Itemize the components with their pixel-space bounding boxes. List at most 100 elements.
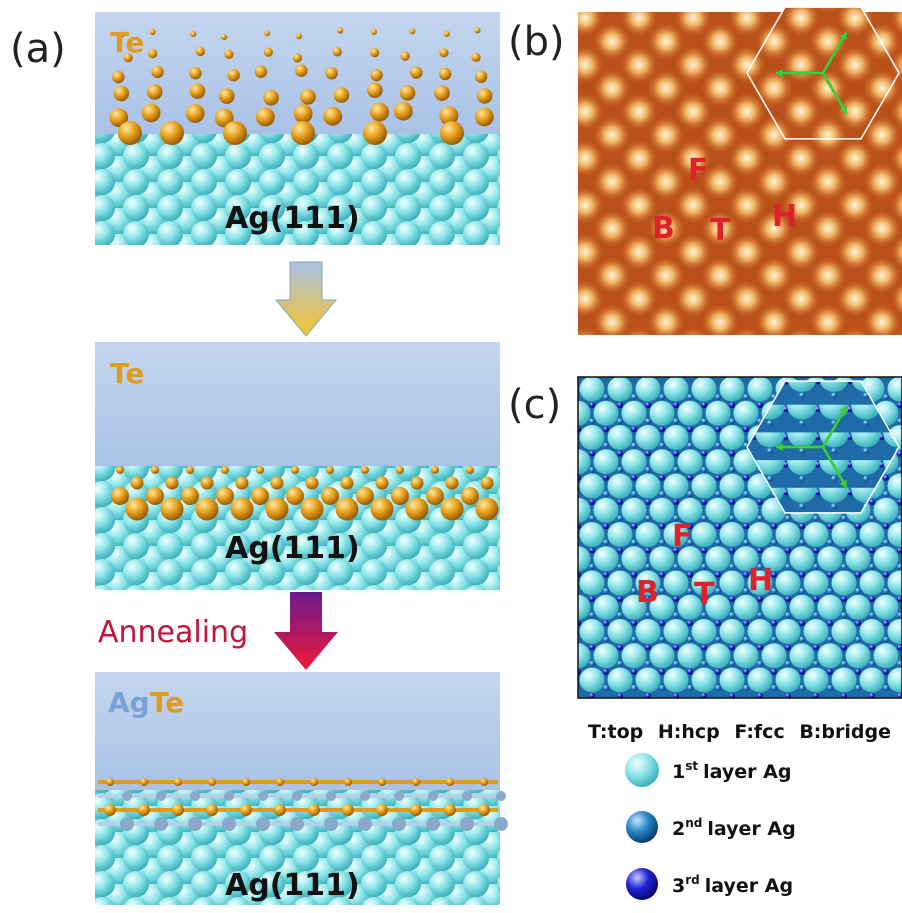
layer3-atom xyxy=(883,668,889,675)
layer1-atom xyxy=(789,643,815,669)
te-atom xyxy=(224,49,234,60)
layer2-atom xyxy=(897,563,902,570)
layer3-atom xyxy=(757,547,763,554)
layer2-atom xyxy=(743,685,749,691)
layer2-atom xyxy=(715,588,721,594)
layer-number: 3 xyxy=(672,875,685,897)
layer2-atom xyxy=(659,491,665,497)
layer3-atom xyxy=(589,450,595,457)
layer1-atom xyxy=(663,522,689,547)
layer3-atom xyxy=(743,426,749,433)
layer2-atom xyxy=(701,660,707,667)
atom xyxy=(378,778,386,786)
layer1-atom xyxy=(635,473,661,499)
layer1-atom xyxy=(579,473,605,499)
layer-text: layer Ag xyxy=(705,875,793,897)
layer1-atom xyxy=(719,473,745,499)
layer2-atom xyxy=(729,515,735,522)
layer3-atom xyxy=(673,547,679,554)
layer-suffix: nd xyxy=(685,816,702,830)
layer1-atom xyxy=(649,497,675,523)
layer2-atom xyxy=(659,636,665,643)
layer3-atom xyxy=(827,571,833,578)
layer2-atom xyxy=(659,394,665,400)
layer1-atom xyxy=(733,643,759,669)
layer1-atom xyxy=(607,473,633,499)
layer3-atom xyxy=(743,523,749,530)
te-atom xyxy=(461,487,479,505)
arrowhead xyxy=(775,68,783,78)
layer3-atom xyxy=(687,668,693,675)
layer1-atom xyxy=(789,594,815,620)
layer3-atom xyxy=(743,620,749,627)
layer2-atom xyxy=(645,515,651,522)
layer2-atom xyxy=(617,418,623,425)
layer2-atom xyxy=(785,563,791,570)
layer2-atom xyxy=(841,563,847,570)
layer3-atom xyxy=(813,644,819,651)
layer3-atom xyxy=(855,620,861,627)
te-atoms xyxy=(111,466,499,521)
layer2-atom xyxy=(589,660,595,667)
layer3-atom xyxy=(841,547,847,554)
layer3-atom xyxy=(855,668,861,675)
adsorbate-label: AgTe xyxy=(108,686,184,719)
layer2-atom xyxy=(897,515,902,522)
layer2-atom xyxy=(771,539,777,546)
layer3-atom xyxy=(869,547,875,554)
layer1-atom xyxy=(663,619,689,644)
vacuum xyxy=(95,342,500,466)
layer1-atom xyxy=(803,570,829,596)
layer3-atom xyxy=(715,620,721,627)
layer-text: layer Ag xyxy=(703,761,791,783)
te-atom xyxy=(400,51,410,61)
te-atom xyxy=(332,47,342,57)
layer3-atom xyxy=(701,693,707,698)
layer1-atom xyxy=(593,400,619,426)
te-atom xyxy=(112,70,125,84)
te-atom xyxy=(146,487,164,505)
atom xyxy=(394,791,404,801)
te-atom xyxy=(440,121,464,145)
te-atom xyxy=(254,65,268,78)
layer2-atom xyxy=(841,515,847,522)
te-atom xyxy=(426,487,444,505)
layer3-atom xyxy=(701,596,707,602)
layer2-atom xyxy=(659,588,665,594)
layer1-atom xyxy=(845,594,871,620)
ag-part: Ag xyxy=(108,686,150,719)
te-atom xyxy=(305,476,319,490)
te-atom xyxy=(216,487,234,505)
te-atom xyxy=(151,65,164,79)
adsorbate-label: Te xyxy=(110,357,144,390)
layer1-atom xyxy=(733,594,759,620)
layer3-atom xyxy=(617,596,623,602)
layer2-atom xyxy=(631,491,637,497)
layer2-atom xyxy=(743,636,749,643)
te-atom xyxy=(396,466,404,474)
atom xyxy=(446,778,454,786)
layer1-atom xyxy=(677,643,703,669)
layer2-atom xyxy=(673,418,679,425)
layer3-atom xyxy=(827,668,833,675)
te-atoms xyxy=(109,27,494,145)
atom xyxy=(460,817,474,831)
layer3-atom xyxy=(603,571,609,578)
site-label: H xyxy=(772,199,797,234)
layer-text: layer Ag xyxy=(707,818,795,840)
layer2-atom xyxy=(813,612,819,619)
te-atom xyxy=(109,108,129,128)
layer2-atom xyxy=(617,515,623,522)
layer2-atom xyxy=(813,660,819,667)
layer1-atom xyxy=(649,546,675,572)
layer1-atom xyxy=(663,473,689,499)
layer2-atom xyxy=(729,612,735,619)
layer2-atom xyxy=(631,442,637,449)
te-atom xyxy=(195,46,205,57)
vector xyxy=(821,405,848,448)
te-atom xyxy=(264,30,271,37)
te-atom xyxy=(291,121,315,145)
layer2-atom xyxy=(701,418,707,425)
layer1-atom xyxy=(705,400,731,426)
te-atom xyxy=(325,67,338,80)
